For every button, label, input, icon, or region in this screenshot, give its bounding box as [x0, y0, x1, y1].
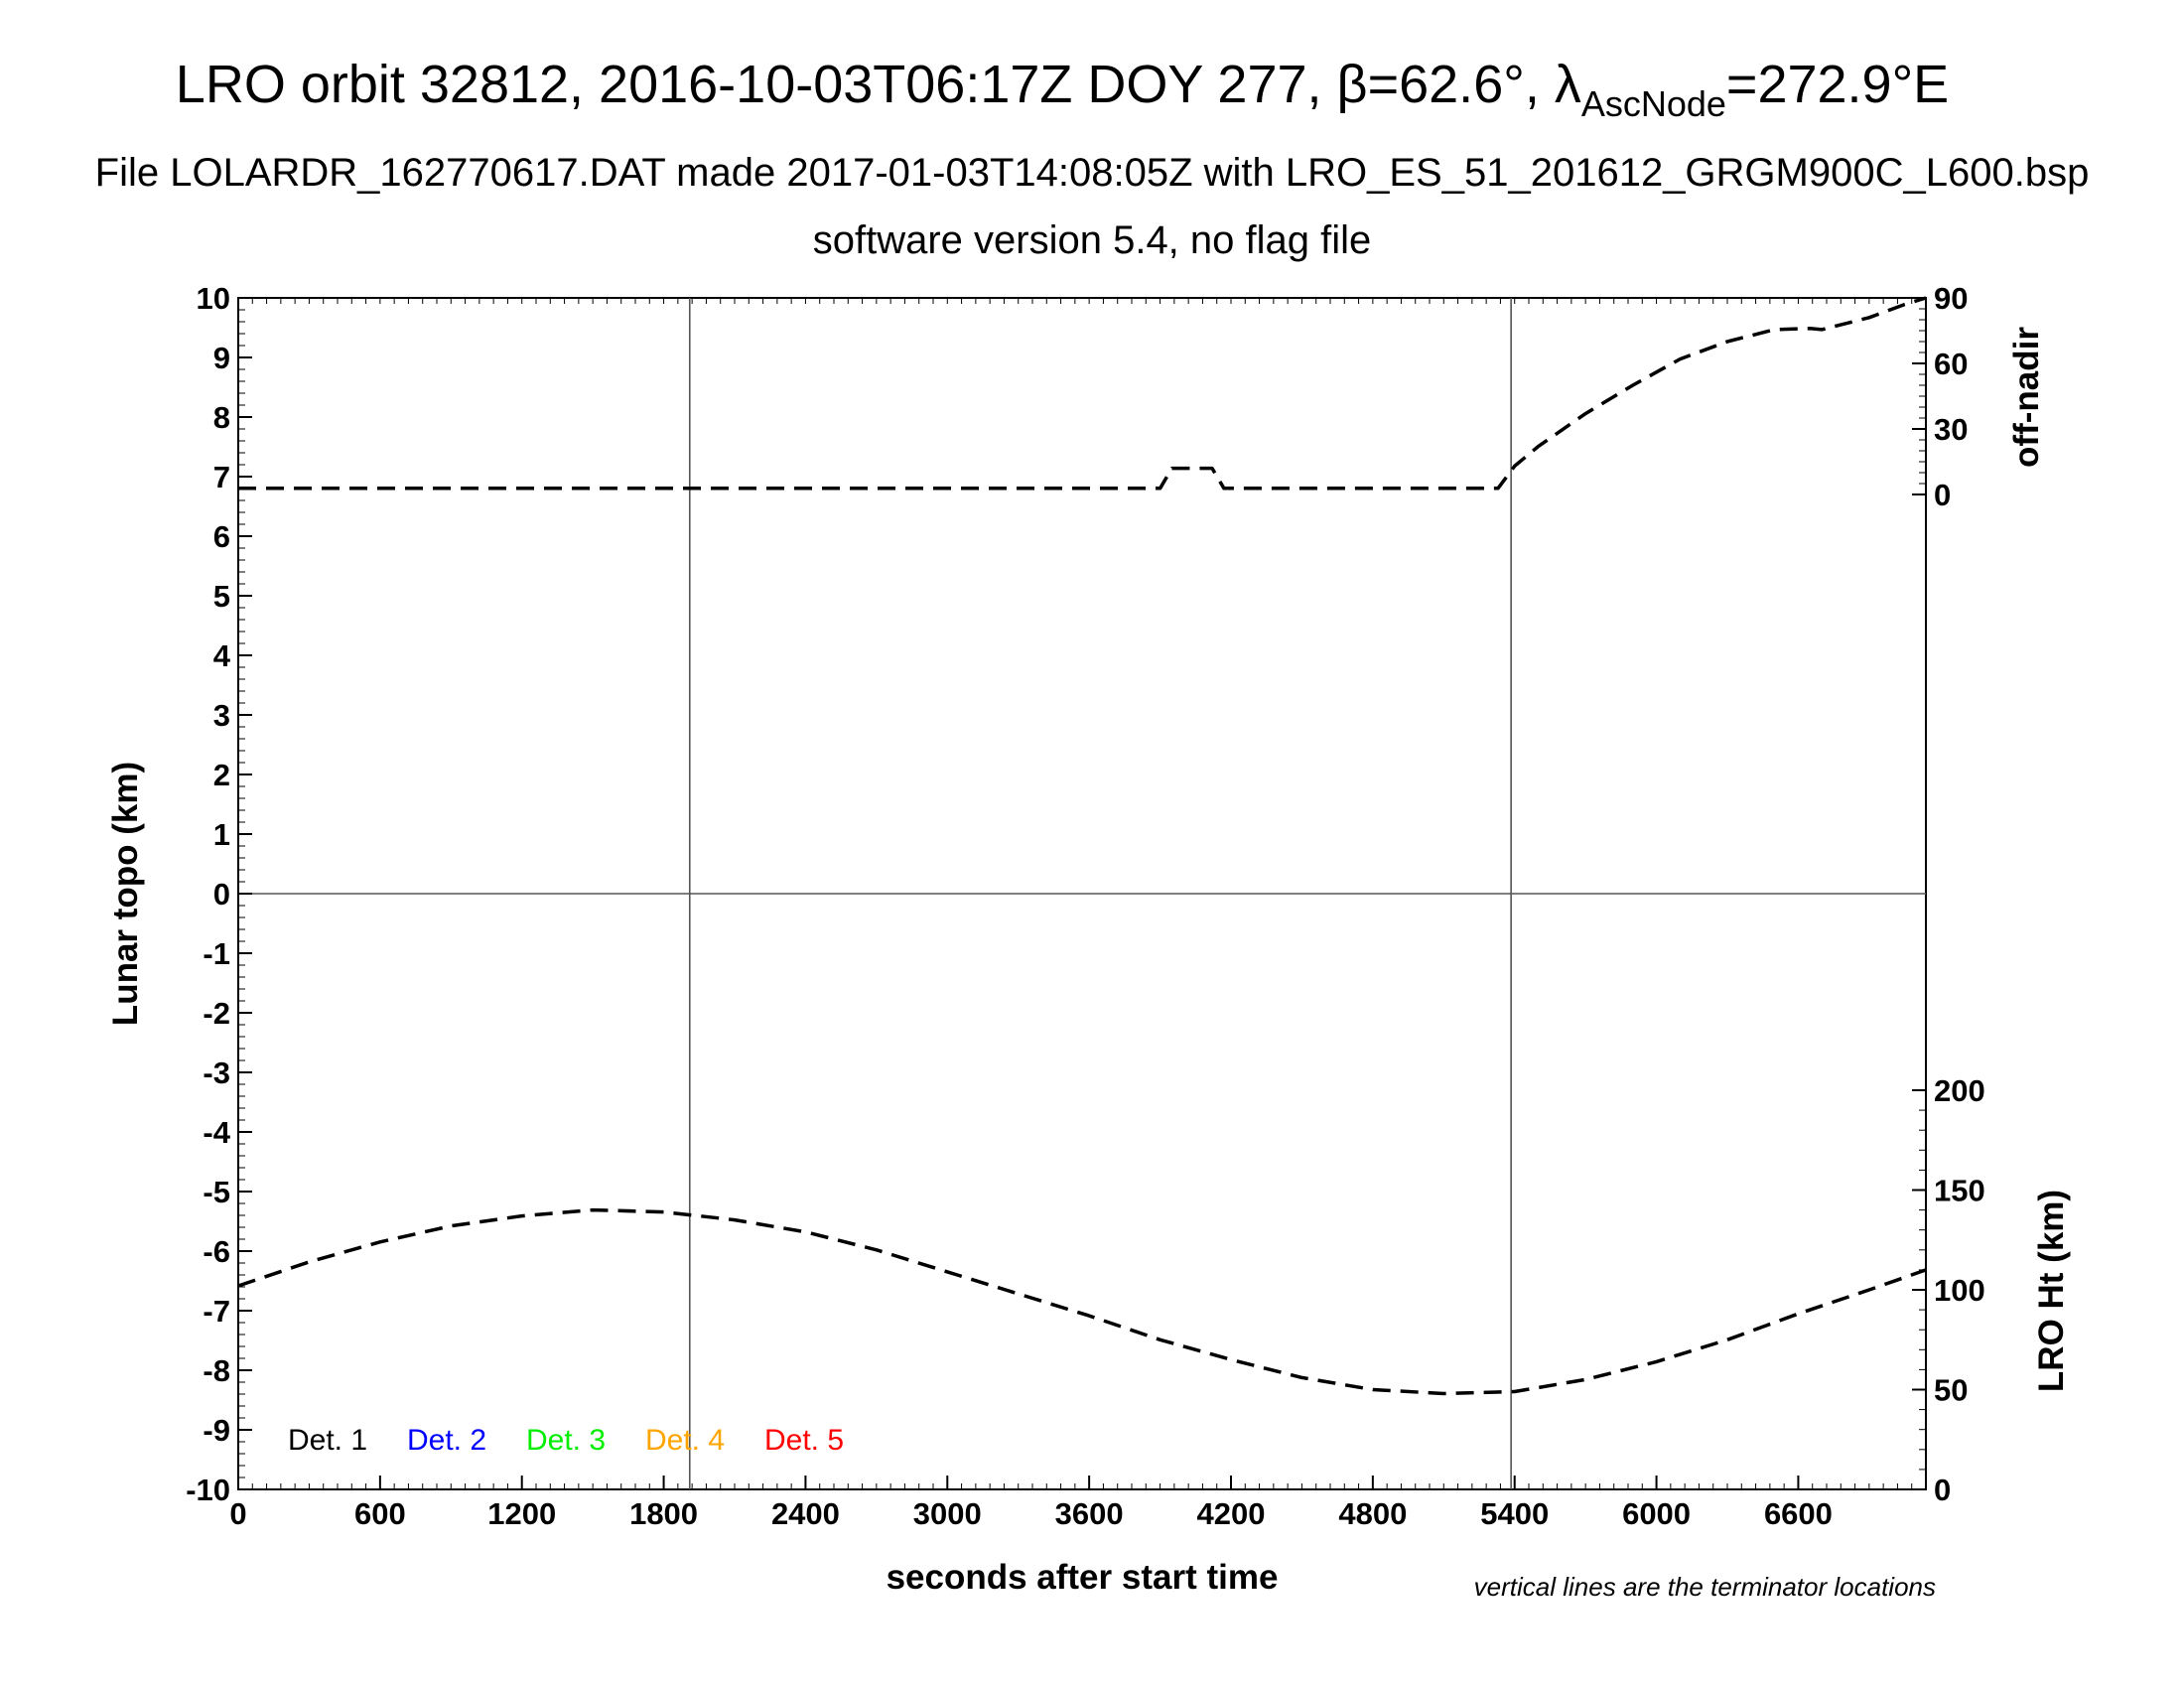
series-group	[237, 296, 1927, 1396]
terminator-footnote: vertical lines are the terminator locati…	[1474, 1572, 1936, 1602]
y-tick-label: 3	[213, 698, 230, 733]
x-tick-label: 3000	[913, 1496, 982, 1531]
legend-entry: Det. 2	[407, 1424, 486, 1457]
y-tick-label: -5	[203, 1175, 230, 1209]
y-tick-label: -8	[203, 1353, 230, 1388]
y-tick-label: -10	[186, 1473, 230, 1507]
chart-title: LRO orbit 32812, 2016-10-03T06:17Z DOY 2…	[176, 55, 1949, 124]
y-tick-label: -6	[203, 1234, 230, 1269]
y-axis-right-bottom-ticks: 0 50 100 150 200	[1912, 1073, 1985, 1507]
minor-ticks	[237, 297, 1927, 1490]
chart-subtitle-software: software version 5.4, no flag file	[813, 218, 1372, 262]
y-tick-label: 5	[213, 579, 230, 614]
off-nadir-tick-label: 60	[1934, 347, 1968, 381]
y-tick-label: -7	[203, 1294, 230, 1329]
x-tick-label: 4200	[1197, 1496, 1266, 1531]
off-nadir-tick-label: 0	[1934, 478, 1951, 512]
x-tick-label: 1800	[629, 1496, 698, 1531]
legend: Det. 1 Det. 2 Det. 3 Det. 4 Det. 5	[288, 1424, 844, 1457]
legend-entry: Det. 3	[526, 1424, 606, 1457]
x-tick-label: 6600	[1764, 1496, 1833, 1531]
y-tick-label: -1	[203, 936, 230, 971]
x-tick-label: 3600	[1055, 1496, 1124, 1531]
off-nadir-tick-label: 30	[1934, 412, 1968, 447]
lro-ht-series-line	[237, 1207, 1927, 1396]
x-tick-label: 6000	[1622, 1496, 1691, 1531]
grid-lines	[238, 298, 1926, 1489]
x-axis-label: seconds after start time	[887, 1558, 1279, 1597]
lro-ht-tick-label: 50	[1934, 1373, 1968, 1408]
y-tick-label: -9	[203, 1413, 230, 1448]
x-tick-label: 2400	[771, 1496, 840, 1531]
y-tick-label: -2	[203, 996, 230, 1031]
y-tick-label: -4	[203, 1115, 230, 1150]
x-tick-label: 600	[354, 1496, 406, 1531]
x-tick-label: 0	[229, 1496, 246, 1531]
lro-ht-tick-label: 100	[1934, 1273, 1985, 1308]
y-tick-label: 1	[213, 817, 230, 852]
lro-ht-tick-label: 0	[1934, 1473, 1951, 1507]
lro-ht-tick-label: 150	[1934, 1174, 1985, 1208]
lro-ht-tick-label: 200	[1934, 1073, 1985, 1108]
x-tick-label: 5400	[1480, 1496, 1549, 1531]
y-axis-right-bottom-label: LRO Ht (km)	[2032, 1190, 2071, 1392]
y-tick-label: 0	[213, 877, 230, 912]
y-tick-label: 9	[213, 341, 230, 375]
y-tick-label: 2	[213, 758, 230, 792]
legend-entry: Det. 1	[288, 1424, 367, 1457]
y-axis-right-top-ticks: 0 30 60 90	[1912, 281, 1968, 512]
legend-entry: Det. 5	[764, 1424, 844, 1457]
y-tick-label: 4	[213, 638, 231, 673]
y-tick-label: 6	[213, 519, 230, 554]
y-tick-label: 8	[213, 400, 230, 435]
y-axis-right-top-label: off-nadir	[2007, 327, 2046, 468]
x-axis-ticks: 0 600 1200 1800 2400 3000 3600 4200 4800 5400 6000…	[229, 1476, 1833, 1531]
y-axis-left-label: Lunar topo (km)	[106, 762, 145, 1026]
x-tick-label: 4800	[1338, 1496, 1407, 1531]
off-nadir-tick-label: 90	[1934, 281, 1968, 316]
legend-entry: Det. 4	[645, 1424, 725, 1457]
y-tick-label: 7	[213, 460, 230, 494]
chart-subtitle-file: File LOLARDR_162770617.DAT made 2017-01-…	[95, 151, 2090, 195]
y-tick-label: 10	[197, 281, 230, 316]
y-tick-label: -3	[203, 1055, 230, 1090]
title-subscript: AscNode	[1581, 83, 1726, 124]
off-nadir-series-line	[238, 296, 1927, 491]
x-tick-label: 1200	[487, 1496, 556, 1531]
